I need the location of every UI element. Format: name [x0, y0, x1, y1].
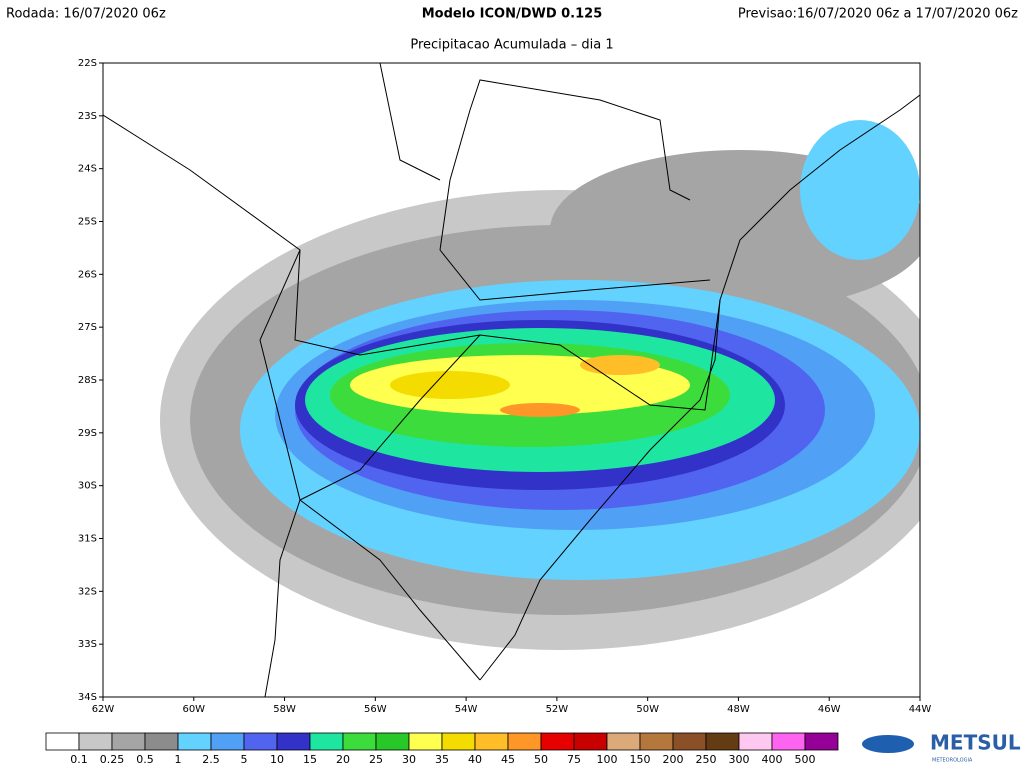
legend-swatch [771, 732, 806, 751]
lat-label: 31S [78, 534, 97, 545]
legend-swatch [672, 732, 707, 751]
lat-label: 29S [78, 428, 97, 439]
legend-label: 250 [696, 753, 717, 766]
logo-name: METSUL [930, 731, 1021, 755]
legend-label: 400 [762, 753, 783, 766]
lon-label: 46W [818, 704, 841, 715]
lat-label: 27S [78, 322, 97, 333]
lat-label: 23S [78, 111, 97, 122]
lat-label: 34S [78, 692, 97, 703]
legend-swatch [45, 732, 80, 751]
legend-swatch [276, 732, 311, 751]
legend-swatch [804, 732, 839, 751]
run-time: Rodada: 16/07/2020 06z [6, 7, 166, 22]
legend-label: 5 [241, 753, 248, 766]
lon-label: 60W [182, 704, 205, 715]
lat-label: 26S [78, 269, 97, 280]
legend-swatch [408, 732, 443, 751]
lon-label: 56W [364, 704, 387, 715]
legend-label: 20 [336, 753, 350, 766]
legend-swatch [606, 732, 641, 751]
legend-swatch [210, 732, 245, 751]
logo-tagline: METEOROLOGIA [932, 758, 973, 764]
lat-label: 22S [78, 58, 97, 69]
boundaries [103, 63, 920, 697]
lon-label: 52W [546, 704, 569, 715]
legend-swatch [738, 732, 773, 751]
legend-swatch [243, 732, 278, 751]
legend-swatch [573, 732, 608, 751]
legend-swatch [441, 732, 476, 751]
legend-label: 40 [468, 753, 482, 766]
legend-swatch [78, 732, 113, 751]
legend-swatch [474, 732, 509, 751]
legend: 0.1 0.25 0.5 1 2.5 5 10 15 20 25 30 35 40 45 50 75 100 15… [45, 732, 839, 766]
legend-label: 2.5 [202, 753, 220, 766]
lon-label: 54W [455, 704, 478, 715]
legend-label: 35 [435, 753, 449, 766]
legend-label: 200 [663, 753, 684, 766]
legend-swatch [705, 732, 740, 751]
legend-swatch [375, 732, 410, 751]
subtitle: Precipitacao Acumulada – dia 1 [410, 38, 613, 53]
forecast-time: Previsao:16/07/2020 06z a 17/07/2020 06z [738, 7, 1018, 22]
legend-swatch [111, 732, 146, 751]
lat-label: 33S [78, 639, 97, 650]
legend-label: 100 [597, 753, 618, 766]
legend-label: 500 [795, 753, 816, 766]
legend-swatch [309, 732, 344, 751]
precip-field [160, 120, 920, 650]
lon-label: 58W [273, 704, 296, 715]
legend-label: 50 [534, 753, 548, 766]
legend-swatch [342, 732, 377, 751]
legend-label: 45 [501, 753, 515, 766]
legend-label: 25 [369, 753, 383, 766]
legend-label: 15 [303, 753, 317, 766]
legend-label: 0.5 [136, 753, 154, 766]
legend-label: 1 [175, 753, 182, 766]
legend-swatch [144, 732, 179, 751]
legend-label: 10 [270, 753, 284, 766]
logo: METSUL METEOROLOGIA [862, 731, 1021, 764]
lon-label: 50W [636, 704, 659, 715]
lat-label: 24S [78, 164, 97, 175]
lon-label: 44W [909, 704, 932, 715]
lat-label: 25S [78, 217, 97, 228]
legend-swatch [639, 732, 674, 751]
model-title: Modelo ICON/DWD 0.125 [422, 7, 603, 22]
lat-label: 28S [78, 375, 97, 386]
lon-label: 48W [727, 704, 750, 715]
legend-swatch [540, 732, 575, 751]
legend-label: 150 [630, 753, 651, 766]
legend-label: 0.25 [100, 753, 125, 766]
lat-label: 30S [78, 481, 97, 492]
legend-swatch [177, 732, 212, 751]
legend-label: 0.1 [70, 753, 88, 766]
legend-label: 300 [729, 753, 750, 766]
lat-label: 32S [78, 586, 97, 597]
legend-label: 30 [402, 753, 416, 766]
legend-swatch [507, 732, 542, 751]
lon-label: 62W [92, 704, 115, 715]
legend-label: 75 [567, 753, 581, 766]
